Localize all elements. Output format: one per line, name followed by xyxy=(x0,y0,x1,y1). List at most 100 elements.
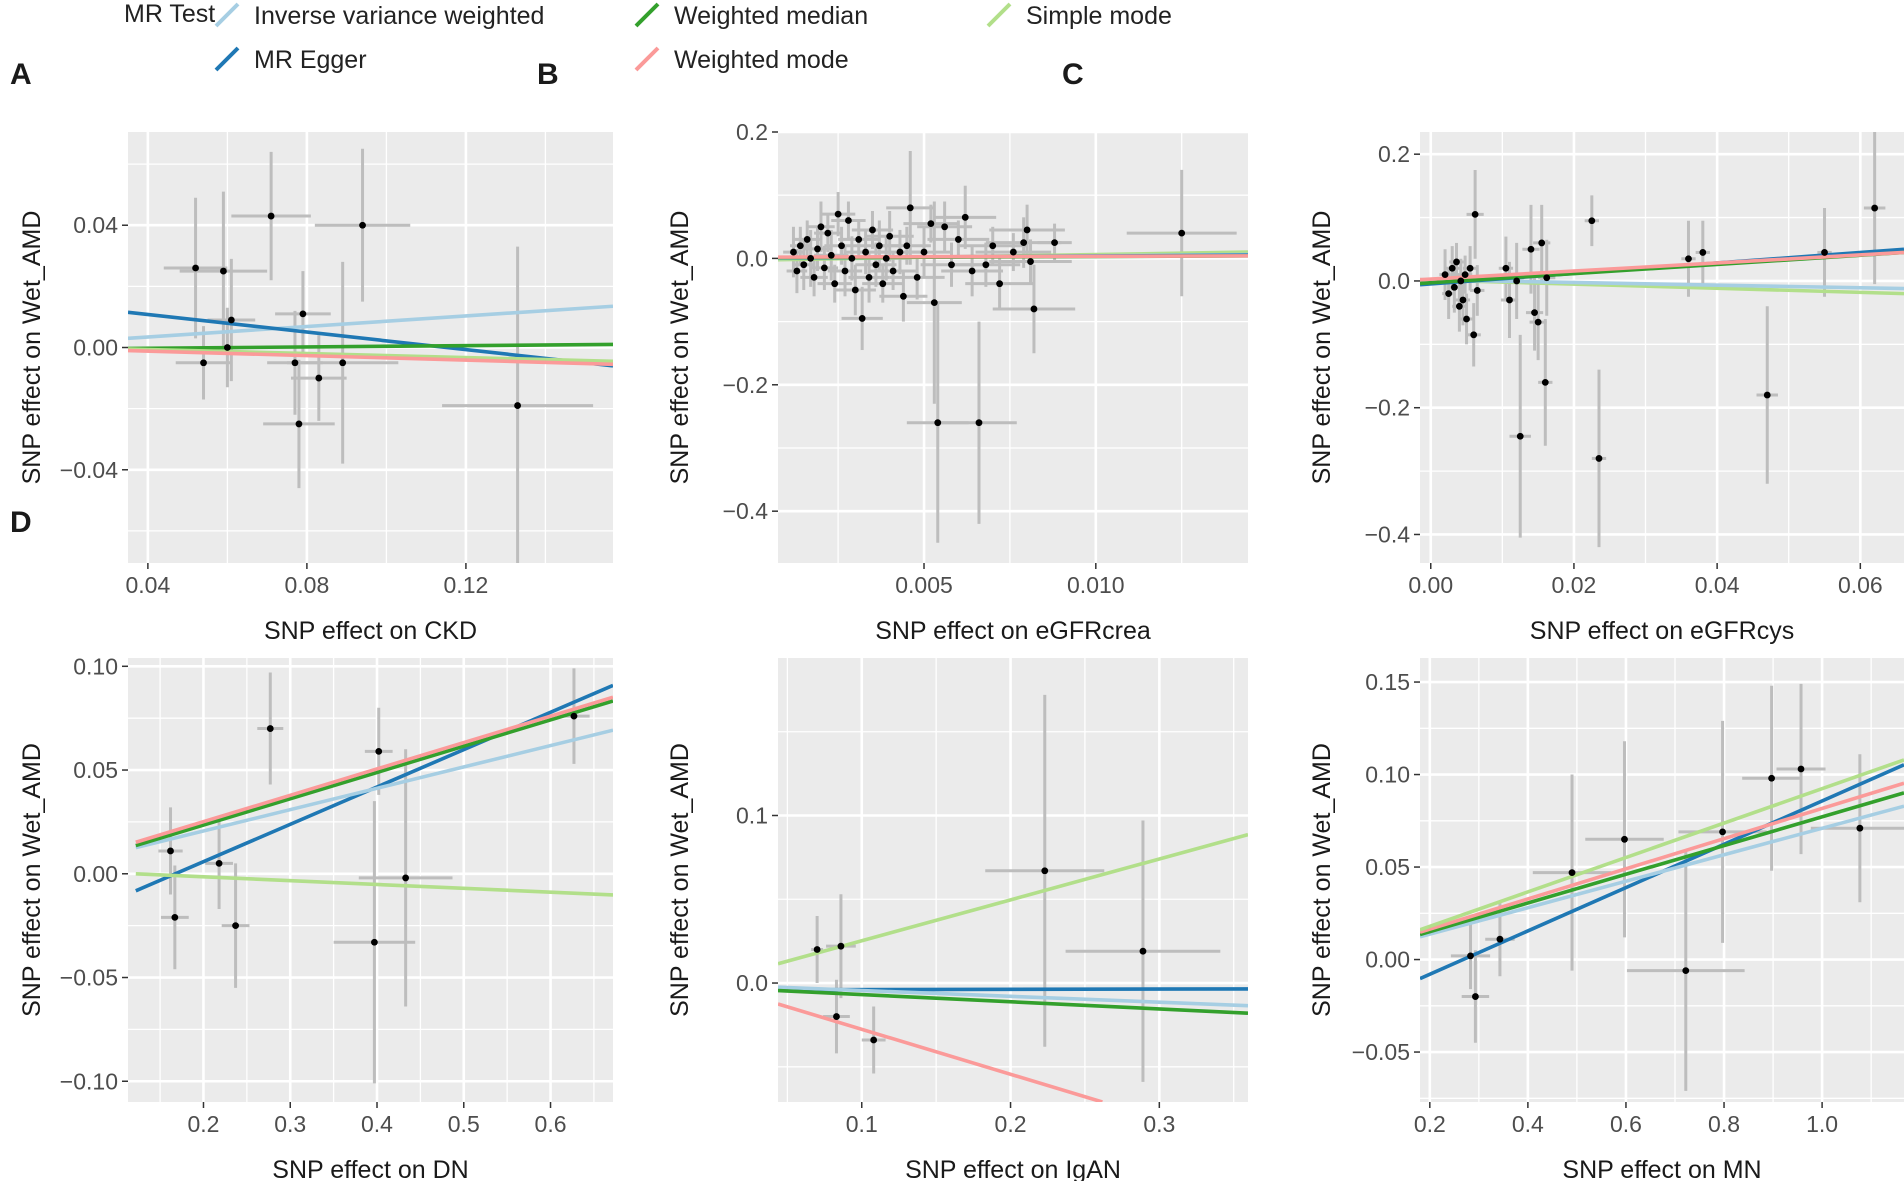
legend-label-weighted-median: Weighted median xyxy=(674,2,869,30)
data-point xyxy=(1450,283,1458,291)
y-axis-title: SNP effect on Wet_AMD xyxy=(666,743,694,1017)
data-point xyxy=(266,725,274,732)
data-point xyxy=(1595,455,1603,462)
data-point xyxy=(1009,248,1017,256)
mr-line-simple-mode xyxy=(778,832,1248,966)
data-point xyxy=(848,254,856,262)
x-tick-label: 0.6 xyxy=(535,1111,567,1137)
x-axis-title: SNP effect on CKD xyxy=(264,617,477,645)
y-tick-label: −0.05 xyxy=(1352,1039,1410,1065)
panel-f: 0.2 0.4 0.6 0.8 1.0 −0.05 0.00 0.05 0.10 0.15 SNP … xyxy=(1308,658,1904,1181)
data-point xyxy=(837,942,845,950)
data-point xyxy=(831,280,839,288)
data-point xyxy=(1543,274,1551,282)
data-point xyxy=(1516,432,1524,440)
data-point xyxy=(371,938,378,946)
x-tick-label: 0.010 xyxy=(1067,572,1125,598)
data-point xyxy=(220,267,227,275)
data-point xyxy=(1538,239,1546,247)
x-tick-label: 0.2 xyxy=(995,1111,1027,1137)
data-point xyxy=(889,267,897,275)
data-point xyxy=(1763,391,1771,399)
legend-label-simple-mode: Simple mode xyxy=(1026,2,1172,30)
data-point xyxy=(961,213,969,221)
y-tick-label: 0.00 xyxy=(73,335,118,361)
data-point xyxy=(1871,204,1879,212)
mr-line-inverse-variance-weighted xyxy=(1420,277,1904,291)
mr-line-inverse-variance-weighted xyxy=(1420,804,1904,939)
data-point xyxy=(817,223,825,231)
data-point xyxy=(1568,869,1576,876)
data-point xyxy=(1448,264,1456,272)
data-point xyxy=(968,267,976,275)
x-tick-label: 0.00 xyxy=(1408,572,1453,598)
data-point xyxy=(875,242,883,250)
x-tick-label: 0.1 xyxy=(846,1111,878,1137)
data-point xyxy=(803,236,811,243)
data-point xyxy=(1473,287,1481,294)
legend-item-mr-egger: MR Egger xyxy=(212,44,367,75)
mr-line-inverse-variance-weighted xyxy=(128,304,613,341)
panel-b: 0.005 0.010 −0.4 −0.2 0.0 0.2 SNP effect on eG… xyxy=(666,119,1248,645)
data-point xyxy=(1821,249,1828,256)
data-point xyxy=(858,315,866,322)
data-point xyxy=(954,236,962,243)
x-tick-label: 0.4 xyxy=(1512,1111,1544,1137)
data-point xyxy=(223,344,231,351)
y-tick-label: −0.2 xyxy=(1365,395,1410,421)
data-point xyxy=(879,280,887,288)
x-tick-label: 0.06 xyxy=(1838,572,1883,598)
legend-key-simple-mode xyxy=(984,0,1014,30)
legend-key-mr-egger xyxy=(212,44,242,74)
data-point xyxy=(982,261,990,269)
x-tick-label: 0.005 xyxy=(895,572,953,598)
y-tick-label: 0.00 xyxy=(1365,947,1410,973)
panel-e: 0.1 0.2 0.3 0.0 0.1 SNP effect on IgAN SNP eff… xyxy=(666,658,1248,1181)
mr-line-weighted-median xyxy=(135,699,613,848)
data-point xyxy=(1466,264,1474,272)
data-point xyxy=(845,217,852,224)
data-point xyxy=(872,261,880,269)
x-tick-label: 0.08 xyxy=(285,572,330,598)
y-tick-label: −0.10 xyxy=(60,1068,118,1094)
x-tick-label: 0.04 xyxy=(1695,572,1740,598)
data-point xyxy=(796,242,804,250)
data-point xyxy=(1588,217,1596,225)
data-point xyxy=(820,264,828,272)
data-point xyxy=(1453,258,1460,266)
data-point xyxy=(1461,271,1469,279)
panel-background xyxy=(778,658,1248,1102)
data-point xyxy=(1856,824,1864,832)
panel-background xyxy=(1420,132,1904,563)
y-axis-title: SNP effect on Wet_AMD xyxy=(666,211,694,485)
data-point xyxy=(1719,828,1726,836)
y-axis-title: SNP effect on Wet_AMD xyxy=(1308,743,1336,1017)
y-tick-label: 0.1 xyxy=(736,802,768,828)
data-point xyxy=(1445,290,1453,298)
data-point xyxy=(855,236,863,243)
data-point xyxy=(900,292,907,300)
y-tick-label: −0.2 xyxy=(723,372,768,398)
mr-line-weighted-mode xyxy=(1420,250,1904,282)
x-axis-title: SNP effect on eGFRcys xyxy=(1530,617,1794,645)
data-point xyxy=(1471,210,1479,218)
x-axis-title: SNP effect on DN xyxy=(272,1156,468,1181)
y-tick-label: 0.05 xyxy=(1365,854,1410,880)
x-tick-label: 0.8 xyxy=(1708,1111,1740,1137)
data-point xyxy=(1496,935,1504,943)
x-tick-label: 0.04 xyxy=(125,572,170,598)
data-point xyxy=(841,267,849,275)
data-point xyxy=(267,212,275,220)
panel-letter-a: A xyxy=(10,58,32,91)
data-point xyxy=(1459,296,1467,304)
x-axis-title: SNP effect on eGFRcrea xyxy=(875,617,1151,645)
data-point xyxy=(975,419,983,427)
x-axis-title: SNP effect on MN xyxy=(1562,1156,1761,1181)
data-point xyxy=(896,248,904,256)
data-point xyxy=(1023,226,1031,234)
data-point xyxy=(865,273,873,281)
data-point xyxy=(833,1013,840,1020)
data-point xyxy=(851,286,859,294)
data-point xyxy=(1513,277,1521,285)
x-tick-label: 0.3 xyxy=(1143,1111,1175,1137)
